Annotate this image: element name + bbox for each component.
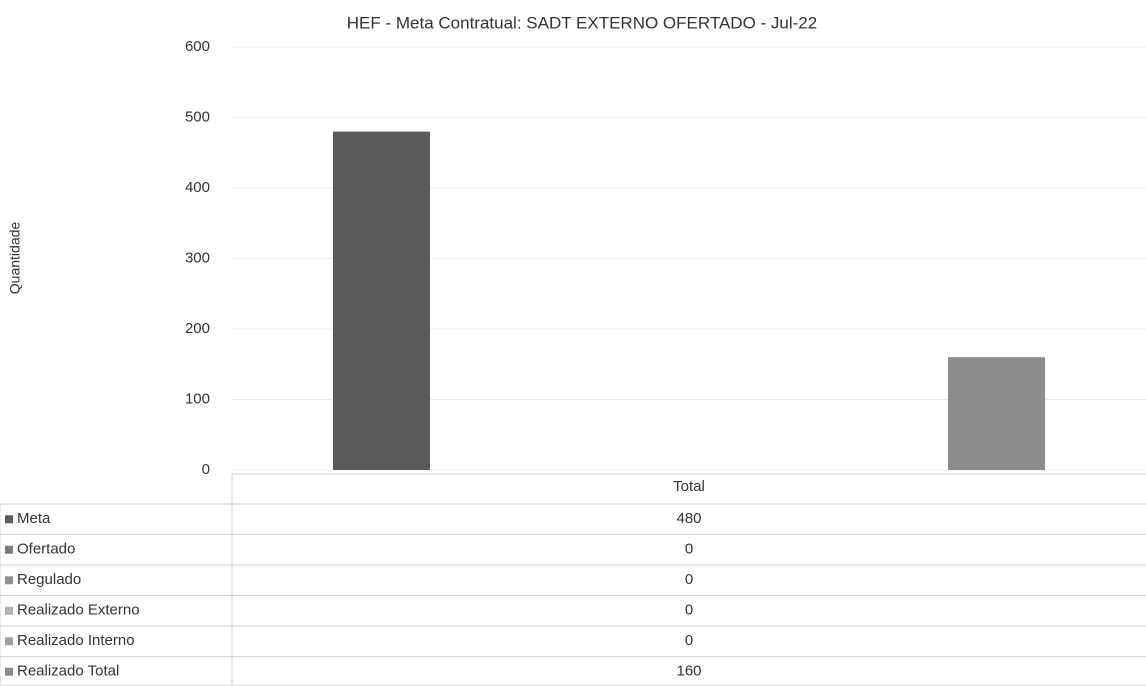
legend-swatch <box>5 667 13 676</box>
table-value: 0 <box>685 602 693 619</box>
legend-swatch <box>5 576 13 585</box>
y-tick-label: 500 <box>185 108 210 125</box>
table-value: 480 <box>676 510 701 527</box>
legend-label: Realizado Interno <box>17 632 135 649</box>
legend-swatch <box>5 637 13 646</box>
table-value: 0 <box>685 632 693 649</box>
y-tick-label: 300 <box>185 249 210 266</box>
table-value: 0 <box>685 541 693 558</box>
legend-label: Realizado Total <box>17 663 119 680</box>
y-tick-label: 100 <box>185 390 210 407</box>
table-value: 160 <box>676 663 701 680</box>
legend-label: Meta <box>17 510 51 527</box>
legend-label: Ofertado <box>17 541 75 558</box>
legend-swatch <box>5 545 13 554</box>
table-value: 0 <box>685 571 693 588</box>
y-tick-label: 400 <box>185 179 210 196</box>
y-tick-label: 0 <box>202 461 210 478</box>
y-tick-label: 200 <box>185 320 210 337</box>
y-tick-label: 600 <box>185 38 210 55</box>
x-tick-label: Total <box>673 478 705 495</box>
legend-swatch <box>5 515 13 524</box>
chart-title: HEF - Meta Contratual: SADT EXTERNO OFER… <box>347 13 817 32</box>
y-axis-label: Quantidade <box>7 222 23 295</box>
bar <box>333 131 430 470</box>
legend-swatch <box>5 606 13 615</box>
bar <box>948 357 1045 470</box>
legend-label: Realizado Externo <box>17 602 140 619</box>
legend-label: Regulado <box>17 571 81 588</box>
